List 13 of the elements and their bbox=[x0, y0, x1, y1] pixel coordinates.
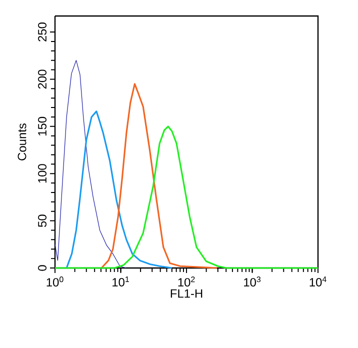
y-axis-title: Counts bbox=[18, 123, 26, 160]
y-tick-label: 100 bbox=[38, 164, 46, 183]
y-tick-label: 250 bbox=[38, 22, 46, 42]
y-tick-label: 150 bbox=[38, 116, 46, 136]
x-tick-label: 10$^{4}$ bbox=[310, 276, 326, 286]
y-tick-label: 200 bbox=[38, 70, 46, 89]
x-tick-label: 10$^{2}$ bbox=[178, 276, 195, 287]
y-tick-label: 50 bbox=[38, 214, 46, 227]
y-tick-label: 0 bbox=[38, 265, 46, 271]
x-tick-label: 10$^{1}$ bbox=[112, 276, 129, 286]
x-tick-label: 10$^{0}$ bbox=[46, 276, 64, 287]
x-tick-label: 10$^{3}$ bbox=[244, 276, 261, 287]
x-axis-title: FL1-H bbox=[170, 289, 202, 298]
